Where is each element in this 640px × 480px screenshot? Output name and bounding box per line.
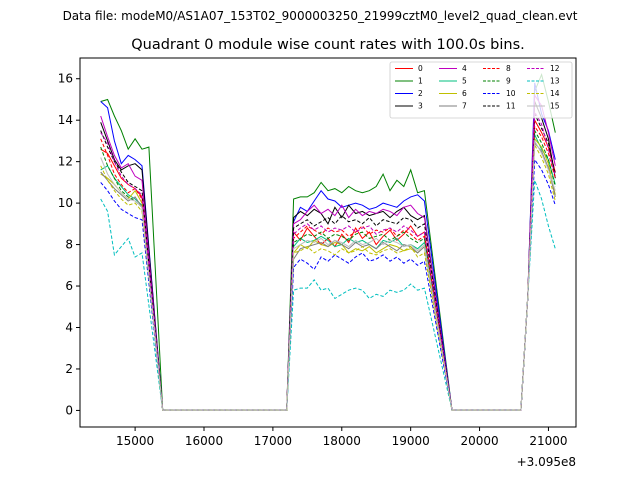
- legend-label-12: 12: [550, 64, 560, 73]
- axes-ticks: 15000 16000 17000 18000 19000 20000 21000 0 2 4 6 8…: [58, 72, 568, 448]
- legend-box: [389, 61, 573, 119]
- series-line-11: [100, 113, 556, 411]
- y-tick-label: 8: [65, 238, 73, 252]
- legend-label-11: 11: [506, 102, 516, 111]
- legend-label-3: 3: [418, 102, 423, 111]
- legend-label-7: 7: [462, 102, 467, 111]
- chart-suptitle: Data file: modeM0/AS1A07_153T02_90000032…: [63, 9, 578, 23]
- x-tick-label: 19000: [392, 434, 430, 448]
- legend-label-1: 1: [418, 77, 423, 86]
- legend-label-15: 15: [550, 102, 560, 111]
- legend-label-4: 4: [462, 64, 467, 73]
- legend-label-5: 5: [462, 77, 467, 86]
- y-tick-label: 2: [65, 362, 73, 376]
- x-offset-label: +3.095e8: [517, 455, 576, 469]
- y-tick-label: 12: [58, 155, 73, 169]
- legend-label-6: 6: [462, 89, 467, 98]
- chart-title: Quadrant 0 module wise count rates with …: [131, 37, 525, 53]
- legend-label-9: 9: [506, 77, 511, 86]
- legend-label-0: 0: [418, 64, 423, 73]
- x-tick-label: 20000: [460, 434, 498, 448]
- axes-frame: [79, 57, 577, 428]
- y-tick-label: 0: [65, 403, 73, 417]
- y-tick-label: 16: [58, 72, 73, 86]
- y-tick-label: 14: [58, 113, 73, 127]
- x-tick-label: 21000: [529, 434, 567, 448]
- legend-label-13: 13: [550, 77, 560, 86]
- x-tick-label: 17000: [254, 434, 292, 448]
- x-tick-label: 18000: [323, 434, 361, 448]
- x-tick-label: 15000: [116, 434, 154, 448]
- y-tick-label: 6: [65, 279, 73, 293]
- y-tick-label: 10: [58, 196, 73, 210]
- legend-label-2: 2: [418, 89, 423, 98]
- series-group: [100, 73, 556, 411]
- legend-label-8: 8: [506, 64, 511, 73]
- x-tick-label: 16000: [185, 434, 223, 448]
- series-line-9: [100, 128, 556, 411]
- legend-label-10: 10: [506, 89, 516, 98]
- y-tick-label: 4: [65, 320, 73, 334]
- legend-label-14: 14: [550, 89, 560, 98]
- series-line-15: [100, 139, 556, 411]
